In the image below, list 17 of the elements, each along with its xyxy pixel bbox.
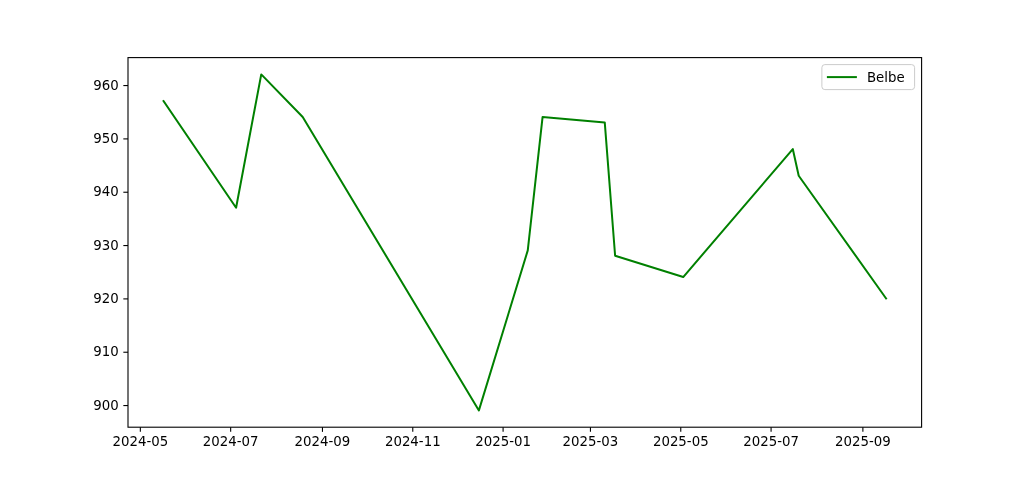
x-tick-label: 2025-07 [743,434,799,449]
x-tick-label: 2024-11 [384,434,441,449]
y-tick-label: 960 [93,77,119,93]
y-tick-label: 910 [93,344,119,360]
y-tick-label: 940 [93,184,119,200]
x-tick-label: 2024-09 [294,434,351,449]
x-tick-label: 2025-03 [562,434,619,449]
y-tick-label: 900 [93,397,119,413]
x-tick-label: 2024-07 [202,434,259,449]
y-tick-label: 920 [93,291,119,307]
x-tick-label: 2024-05 [112,434,169,449]
x-tick-label: 2025-01 [475,434,531,449]
y-tick-label: 930 [93,237,119,253]
y-tick-label: 950 [93,131,119,147]
x-tick-label: 2025-05 [652,434,709,449]
x-tick-label: 2025-09 [835,434,891,449]
legend-label: Belbe [866,69,905,85]
